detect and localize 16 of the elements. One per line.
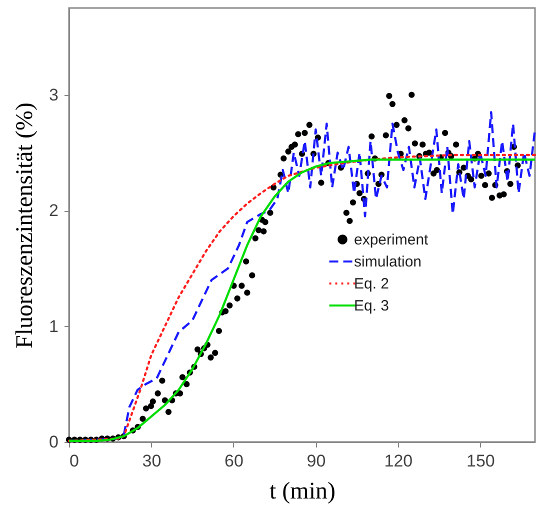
- legend-label: Eq. 2: [354, 276, 390, 292]
- x-tick-label: 150: [466, 452, 495, 470]
- x-tick-label: 60: [224, 452, 244, 470]
- y-tick-label: 2: [49, 201, 58, 220]
- x-tick-label: 0: [70, 452, 79, 470]
- y-tick-label: 1: [49, 316, 58, 336]
- y-tick-label: 0: [49, 432, 58, 452]
- x-tick-label: 90: [306, 452, 326, 470]
- y-tick-label: 3: [49, 85, 58, 104]
- legend-label: simulation: [354, 254, 422, 270]
- x-tick-label: 30: [142, 452, 162, 470]
- x-tick-label: 120: [384, 452, 413, 470]
- y-axis-title: Fluoreszenzintensität (%): [12, 102, 38, 348]
- legend-label: Eq. 3: [354, 298, 390, 314]
- x-axis-title: t (min): [270, 478, 336, 504]
- legend-label: experiment: [354, 232, 430, 248]
